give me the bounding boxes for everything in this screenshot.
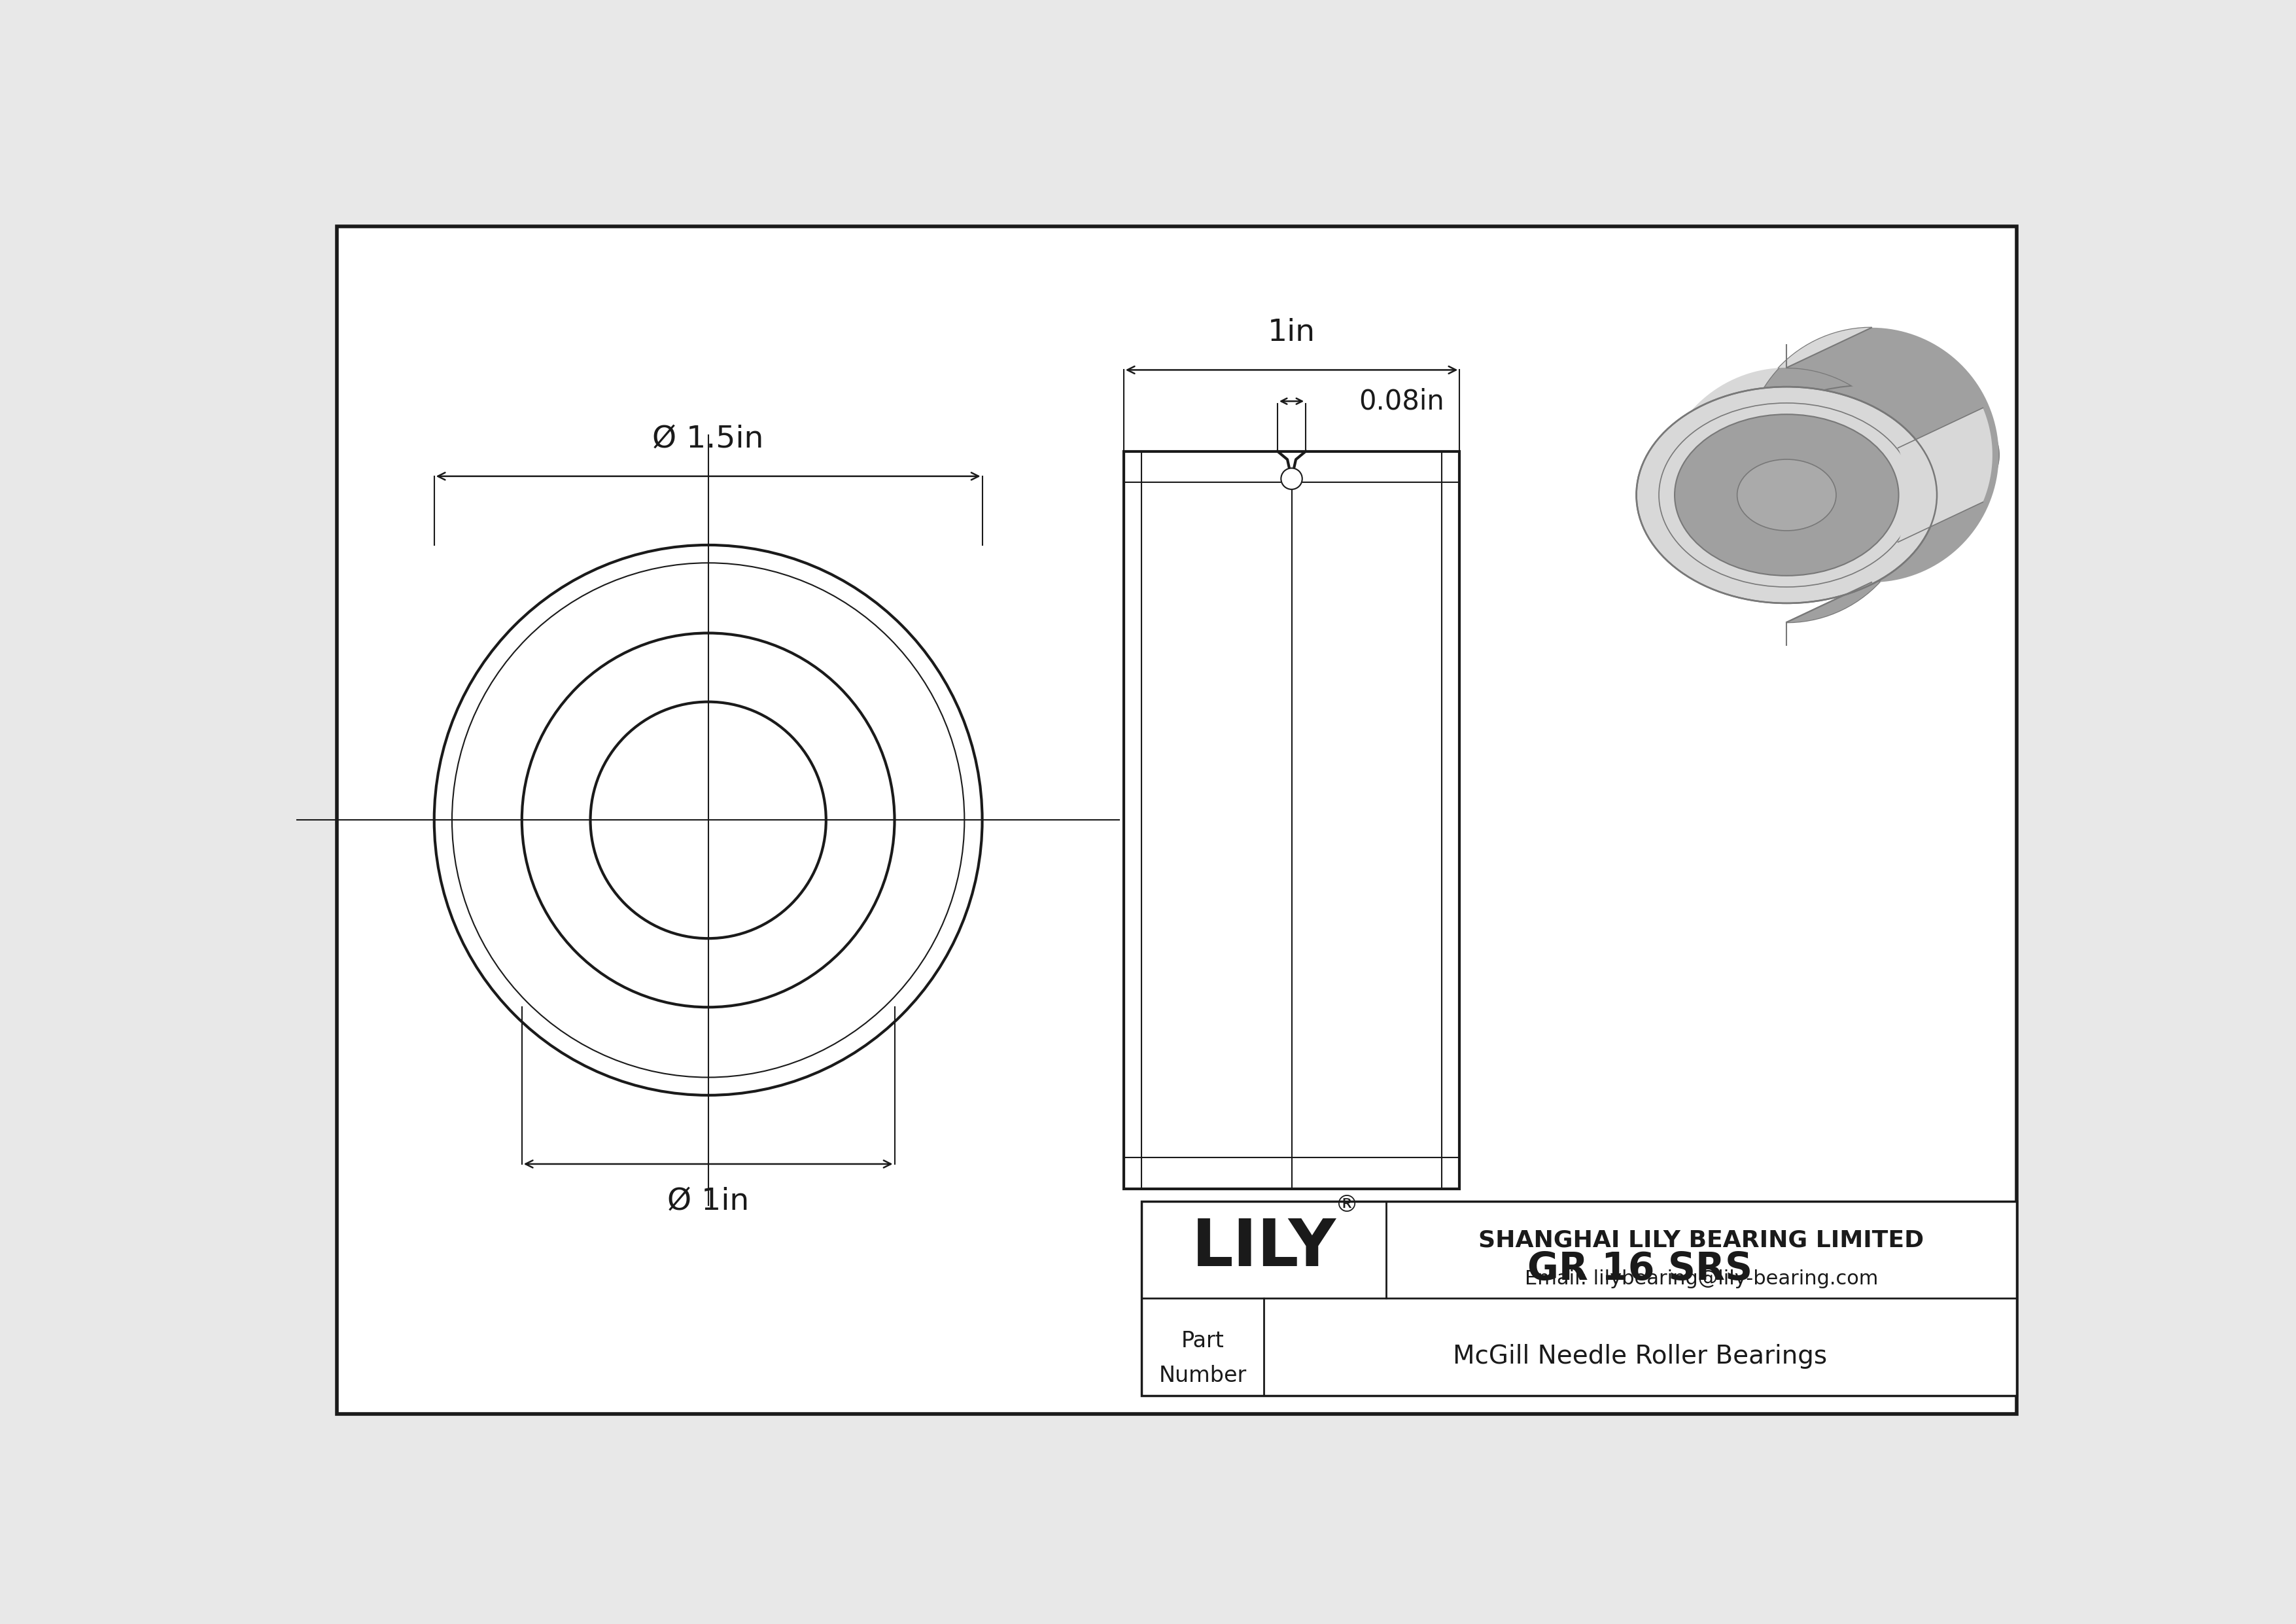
Ellipse shape	[1745, 378, 2000, 531]
Text: GR 16 SRS: GR 16 SRS	[1527, 1250, 1752, 1288]
Circle shape	[1281, 468, 1302, 489]
Text: 0.08in: 0.08in	[1359, 388, 1444, 416]
Polygon shape	[1786, 328, 2000, 622]
Ellipse shape	[1807, 419, 1936, 490]
Text: LILY: LILY	[1192, 1216, 1336, 1280]
Ellipse shape	[1738, 460, 1837, 531]
Text: 1in: 1in	[1267, 318, 1316, 348]
Text: Ø 1.5in: Ø 1.5in	[652, 424, 765, 453]
Ellipse shape	[1674, 414, 1899, 575]
Text: Part: Part	[1180, 1330, 1224, 1351]
Bar	[1141, 1202, 2016, 1395]
Text: Email: lilybearing@lily-bearing.com: Email: lilybearing@lily-bearing.com	[1525, 1270, 1878, 1288]
Ellipse shape	[434, 546, 983, 1095]
Bar	[1123, 451, 1460, 1189]
Polygon shape	[1660, 328, 1871, 495]
Ellipse shape	[1745, 385, 2000, 525]
Ellipse shape	[521, 633, 895, 1007]
Polygon shape	[1899, 408, 1993, 542]
Text: Ø 1in: Ø 1in	[668, 1187, 748, 1216]
Ellipse shape	[452, 564, 964, 1077]
Text: SHANGHAI LILY BEARING LIMITED: SHANGHAI LILY BEARING LIMITED	[1479, 1229, 1924, 1252]
Ellipse shape	[1637, 387, 1938, 603]
Circle shape	[1281, 468, 1302, 489]
Ellipse shape	[590, 702, 827, 939]
Polygon shape	[1745, 328, 1915, 622]
Text: ®: ®	[1336, 1194, 1359, 1216]
Text: McGill Needle Roller Bearings: McGill Needle Roller Bearings	[1453, 1345, 1828, 1369]
Text: Number: Number	[1159, 1366, 1247, 1387]
